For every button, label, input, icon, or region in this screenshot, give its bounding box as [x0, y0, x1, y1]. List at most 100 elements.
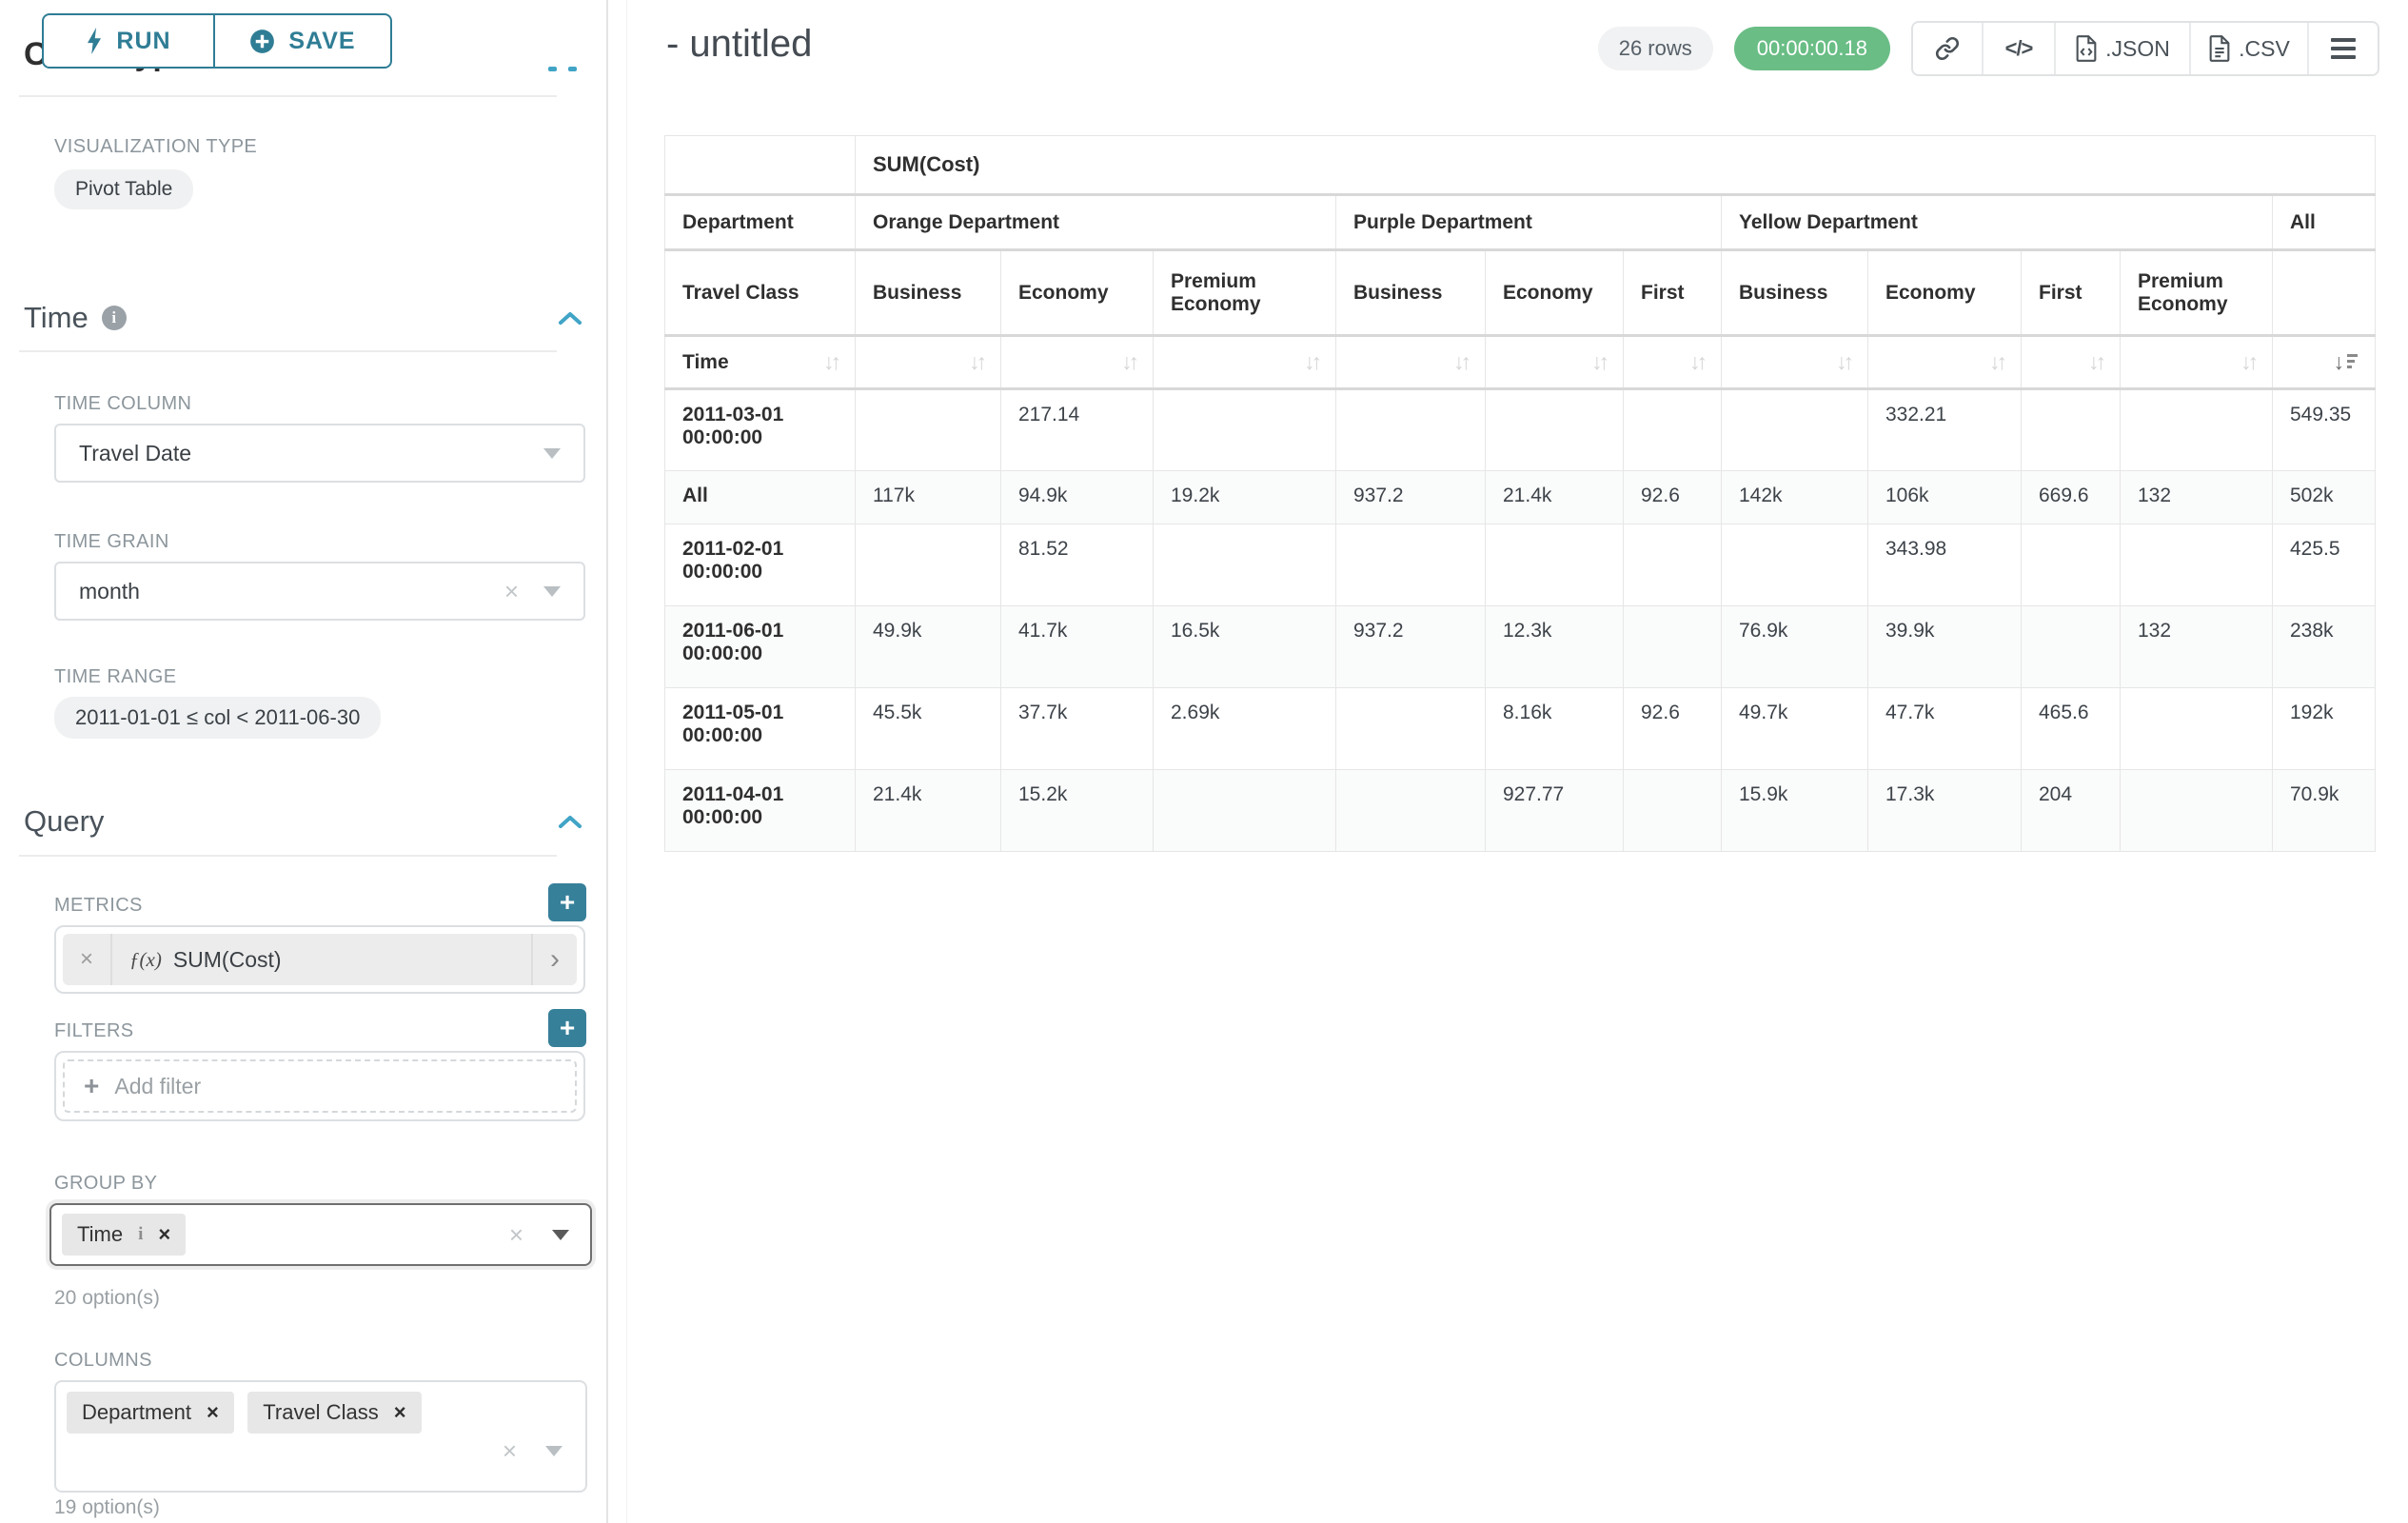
query-section-title-text: Query: [24, 804, 105, 838]
table-cell: [1485, 524, 1624, 606]
table-cell: 937.2: [1335, 605, 1486, 688]
code-icon: </>: [2004, 36, 2034, 60]
sort-cell: ↓↑: [2021, 335, 2121, 390]
travel-class-header: Premium Economy: [2120, 249, 2273, 337]
info-icon: i: [138, 1224, 144, 1244]
table-cell: 17.3k: [1867, 769, 2022, 852]
columns-select[interactable]: Department × Travel Class × ×: [54, 1380, 587, 1493]
metric-pill[interactable]: × ƒ(x) SUM(Cost) ›: [63, 934, 577, 985]
save-button-label: SAVE: [288, 27, 356, 54]
travel-class-axis-label: Travel Class: [664, 249, 856, 337]
columns-tag[interactable]: Travel Class ×: [247, 1392, 422, 1434]
table-cell: 12.3k: [1485, 605, 1624, 688]
table-cell: [1721, 524, 1868, 606]
panel-drag-handle[interactable]: [548, 67, 577, 71]
time-column-select[interactable]: Travel Date: [54, 424, 585, 483]
export-json-button[interactable]: .JSON: [2054, 23, 2189, 74]
sort-cell: ↓↑: [1153, 335, 1336, 390]
add-metric-button[interactable]: +: [548, 883, 586, 921]
sort-icon[interactable]: ↓↑: [1121, 349, 1139, 374]
fx-icon: ƒ(x): [129, 947, 162, 971]
add-filter-button[interactable]: +: [548, 1009, 586, 1047]
sort-icon[interactable]: ↓↑: [823, 349, 841, 374]
collapse-query-section[interactable]: [558, 814, 582, 829]
panel-divider[interactable]: [606, 0, 608, 1523]
chevron-down-icon: [545, 1446, 563, 1456]
sort-descending-icon[interactable]: ↓: [2334, 351, 2358, 373]
table-cell: 2.69k: [1153, 687, 1336, 770]
table-cell: 92.6: [1623, 470, 1722, 524]
remove-tag-icon[interactable]: ×: [158, 1222, 171, 1246]
row-header: 2011-06-01 00:00:00: [664, 605, 856, 688]
travel-class-header: Business: [855, 249, 1001, 337]
group-by-select[interactable]: Time i × ×: [49, 1203, 592, 1266]
chart-header-actions: 26 rows 00:00:00.18 </> .JSON: [1597, 21, 2379, 76]
group-by-hint: 20 option(s): [54, 1287, 160, 1309]
time-section-title: Time i: [24, 301, 127, 335]
table-cell: 37.7k: [1000, 687, 1154, 770]
table-cell: [1623, 769, 1722, 852]
chevron-right-icon[interactable]: ›: [531, 934, 577, 985]
table-cell: 92.6: [1623, 687, 1722, 770]
table-cell: [2021, 388, 2121, 471]
table-cell: [1721, 388, 1868, 471]
collapse-time-section[interactable]: [558, 310, 582, 326]
chevron-up-icon: [559, 816, 582, 828]
table-cell: 47.7k: [1867, 687, 2022, 770]
table-cell: 927.77: [1485, 769, 1624, 852]
row-header: 2011-05-01 00:00:00: [664, 687, 856, 770]
sort-cell: ↓↑: [1485, 335, 1624, 390]
time-grain-select[interactable]: month ×: [54, 562, 585, 621]
sort-icon[interactable]: ↓↑: [2240, 349, 2259, 374]
table-cell: 238k: [2272, 605, 2376, 688]
view-query-button[interactable]: </>: [1982, 23, 2054, 74]
time-range-pill[interactable]: 2011-01-01 ≤ col < 2011-06-30: [54, 697, 382, 739]
table-cell: [1153, 524, 1336, 606]
remove-tag-icon[interactable]: ×: [206, 1400, 219, 1424]
sort-icon[interactable]: ↓↑: [1304, 349, 1322, 374]
more-options-button[interactable]: [2307, 23, 2378, 74]
sort-icon[interactable]: ↓↑: [1836, 349, 1854, 374]
export-csv-button[interactable]: .CSV: [2189, 23, 2307, 74]
copy-link-button[interactable]: [1913, 23, 1982, 74]
table-row: 2011-04-01 00:00:00 21.4k 15.2k 927.77 15.9k…: [664, 769, 2376, 852]
remove-tag-icon[interactable]: ×: [393, 1400, 406, 1424]
run-button[interactable]: RUN: [42, 13, 215, 69]
hamburger-menu-icon: [2331, 38, 2356, 59]
clear-icon[interactable]: ×: [508, 1219, 523, 1249]
table-cell: 70.9k: [2272, 769, 2376, 852]
clear-icon[interactable]: ×: [503, 576, 519, 605]
sort-cell: ↓↑: [855, 335, 1001, 390]
visualization-type-pill[interactable]: Pivot Table: [54, 169, 194, 209]
control-panel: Chart Type RUN SAVE VISUALIZATION TYPE P…: [0, 0, 606, 1523]
chevron-down-icon: [543, 585, 561, 597]
add-filter-dropzone[interactable]: + Add filter: [63, 1059, 577, 1113]
sort-icon[interactable]: ↓↑: [1689, 349, 1707, 374]
table-cell: 106k: [1867, 470, 2022, 524]
clear-icon[interactable]: ×: [502, 1436, 517, 1465]
row-header: 2011-02-01 00:00:00: [664, 524, 856, 606]
save-button[interactable]: SAVE: [213, 13, 392, 69]
columns-tag[interactable]: Department ×: [67, 1392, 234, 1434]
group-by-tag[interactable]: Time i ×: [62, 1214, 187, 1256]
sort-icon[interactable]: ↓↑: [969, 349, 987, 374]
group-by-tag-label: Time: [77, 1222, 124, 1246]
table-row: 2011-05-01 00:00:00 45.5k 37.7k 2.69k 8.16k 9…: [664, 687, 2376, 770]
table-cell: [1335, 769, 1486, 852]
table-cell: [2120, 769, 2273, 852]
metric-header: SUM(Cost): [855, 135, 2376, 196]
sort-icon[interactable]: ↓↑: [1591, 349, 1609, 374]
visualization-type-label: VISUALIZATION TYPE: [54, 136, 258, 157]
remove-metric-icon[interactable]: ×: [63, 934, 112, 985]
sort-icon[interactable]: ↓↑: [1453, 349, 1471, 374]
time-section-title-text: Time: [24, 301, 89, 334]
panel-divider-shadow: [626, 0, 627, 1523]
sort-icon[interactable]: ↓↑: [2088, 349, 2106, 374]
table-cell: [2120, 687, 2273, 770]
sort-icon[interactable]: ↓↑: [1989, 349, 2007, 374]
travel-class-header: [2272, 249, 2376, 337]
table-cell: [2120, 388, 2273, 471]
page-title: - untitled: [666, 23, 813, 65]
export-json-label: .JSON: [2105, 35, 2170, 61]
table-cell: 15.9k: [1721, 769, 1868, 852]
